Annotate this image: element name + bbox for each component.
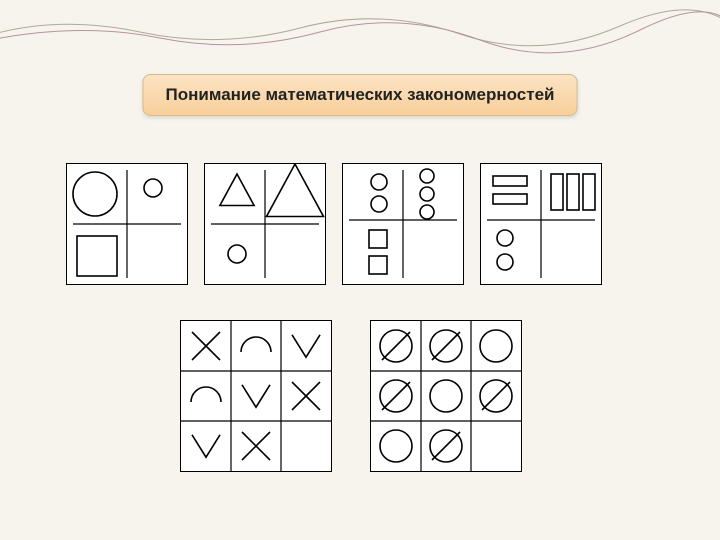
title-box: Понимание математических закономерностей [143,74,578,116]
puzzle-panel [480,163,602,285]
puzzle-panel [204,163,326,285]
puzzle-panel [342,163,464,285]
decorative-wave [0,0,720,60]
puzzle-panel [370,320,522,472]
title-text: Понимание математических закономерностей [166,85,555,104]
puzzle-panel [66,163,188,285]
puzzle-panel [180,320,332,472]
